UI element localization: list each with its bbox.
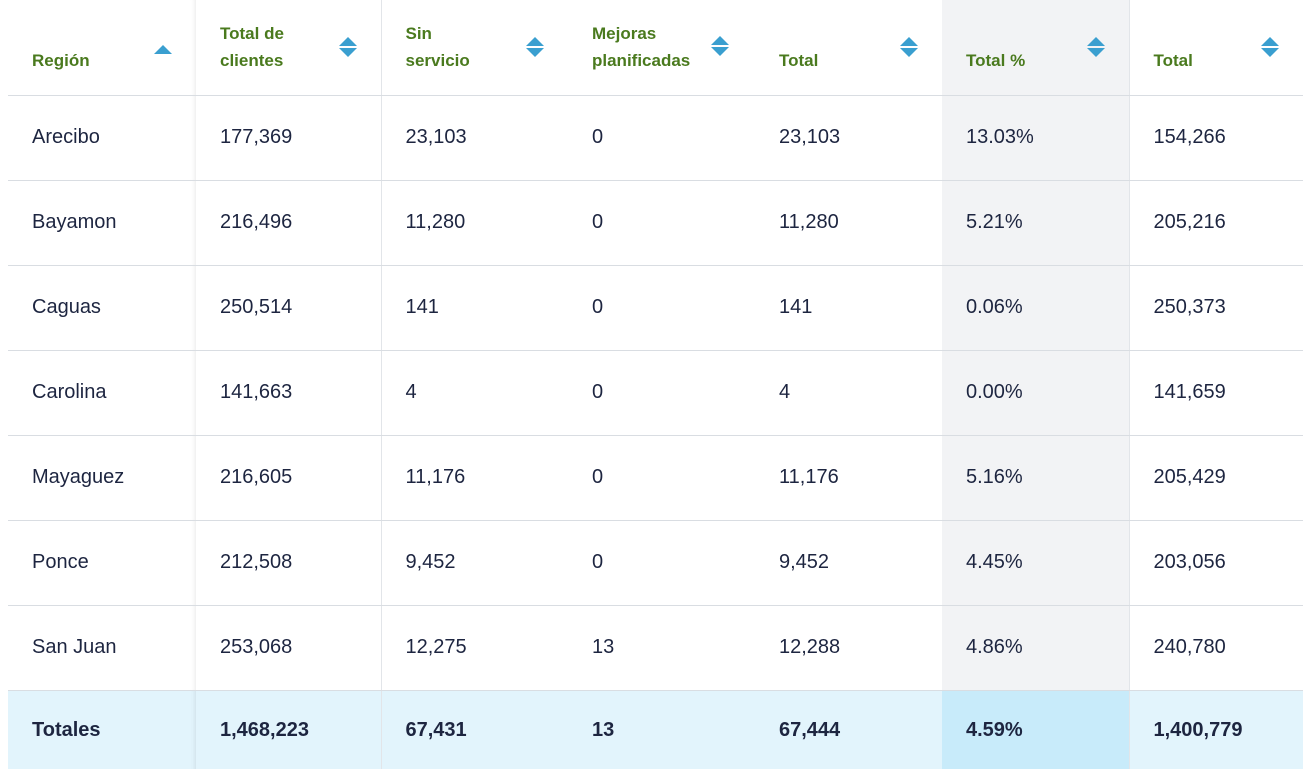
cell-total-remaining: 205,216 bbox=[1128, 180, 1303, 266]
column-header-total-percent[interactable]: Total % bbox=[942, 0, 1129, 96]
table-body: Arecibo 177,369 23,103 0 23,103 13.03% 1… bbox=[8, 95, 1303, 769]
table-row: Caguas 250,514 141 0 141 0.06% 250,373 bbox=[8, 265, 1303, 351]
cell-total-percent: 4.45% bbox=[942, 520, 1129, 606]
sort-icon[interactable] bbox=[526, 37, 544, 58]
column-header-total-remaining[interactable]: Total bbox=[1128, 0, 1303, 96]
cell-clients: 177,369 bbox=[196, 95, 381, 181]
table-row: Ponce 212,508 9,452 0 9,452 4.45% 203,05… bbox=[8, 520, 1303, 606]
column-header-total-clients[interactable]: Total de clientes bbox=[196, 0, 381, 96]
cell-total: 11,176 bbox=[755, 435, 942, 521]
cell-no-service: 11,176 bbox=[380, 435, 568, 521]
cell-no-service: 12,275 bbox=[380, 605, 568, 691]
cell-total: 12,288 bbox=[755, 605, 942, 691]
column-header-no-service[interactable]: Sin servicio bbox=[380, 0, 568, 96]
cell-total: 67,444 bbox=[755, 690, 942, 769]
cell-region: Carolina bbox=[8, 350, 196, 436]
sort-icon[interactable] bbox=[1261, 37, 1279, 58]
totals-row: Totales 1,468,223 67,431 13 67,444 4.59%… bbox=[8, 690, 1303, 769]
cell-planned: 0 bbox=[568, 180, 755, 266]
cell-planned: 0 bbox=[568, 350, 755, 436]
cell-region: San Juan bbox=[8, 605, 196, 691]
cell-clients: 250,514 bbox=[196, 265, 381, 351]
cell-total-remaining: 154,266 bbox=[1128, 95, 1303, 181]
column-label: Total % bbox=[966, 50, 1026, 70]
cell-planned: 0 bbox=[568, 435, 755, 521]
column-header-planned-improvements[interactable]: Mejoras planificadas bbox=[568, 0, 755, 96]
cell-planned: 13 bbox=[568, 690, 755, 769]
column-label: Mejoras planificadas bbox=[592, 24, 691, 71]
cell-clients: 141,663 bbox=[196, 350, 381, 436]
cell-region: Caguas bbox=[8, 265, 196, 351]
sort-icon[interactable] bbox=[900, 37, 918, 58]
column-label: Total de clientes bbox=[220, 24, 284, 71]
column-label: Sin servicio bbox=[405, 24, 470, 71]
cell-no-service: 67,431 bbox=[380, 690, 568, 769]
sort-ascending-icon[interactable] bbox=[154, 44, 172, 54]
cell-clients: 212,508 bbox=[196, 520, 381, 606]
table-row: Arecibo 177,369 23,103 0 23,103 13.03% 1… bbox=[8, 95, 1303, 181]
cell-total-percent: 4.86% bbox=[942, 605, 1129, 691]
cell-total: 4 bbox=[755, 350, 942, 436]
cell-planned: 0 bbox=[568, 95, 755, 181]
column-label: Región bbox=[32, 50, 90, 70]
cell-total-percent: 4.59% bbox=[942, 690, 1129, 769]
sort-icon[interactable] bbox=[338, 37, 357, 58]
cell-clients: 253,068 bbox=[196, 605, 381, 691]
cell-total: 9,452 bbox=[755, 520, 942, 606]
table-row: Bayamon 216,496 11,280 0 11,280 5.21% 20… bbox=[8, 180, 1303, 266]
cell-total: 141 bbox=[755, 265, 942, 351]
cell-total-percent: 5.21% bbox=[942, 180, 1129, 266]
cell-no-service: 23,103 bbox=[380, 95, 568, 181]
cell-total-remaining: 141,659 bbox=[1128, 350, 1303, 436]
column-header-region[interactable]: Región bbox=[8, 0, 196, 96]
table-row: Carolina 141,663 4 0 4 0.00% 141,659 bbox=[8, 350, 1303, 436]
header-row: Región Total de clientes Sin servicio Me… bbox=[8, 0, 1303, 96]
cell-total: 23,103 bbox=[755, 95, 942, 181]
cell-total-remaining: 205,429 bbox=[1128, 435, 1303, 521]
cell-clients: 216,605 bbox=[196, 435, 381, 521]
cell-planned: 0 bbox=[568, 520, 755, 606]
cell-total-remaining: 240,780 bbox=[1128, 605, 1303, 691]
cell-total: 11,280 bbox=[755, 180, 942, 266]
cell-region: Mayaguez bbox=[8, 435, 196, 521]
cell-planned: 13 bbox=[568, 605, 755, 691]
table-header: Región Total de clientes Sin servicio Me… bbox=[8, 0, 1303, 96]
cell-clients: 1,468,223 bbox=[196, 690, 381, 769]
cell-region: Bayamon bbox=[8, 180, 196, 266]
cell-clients: 216,496 bbox=[196, 180, 381, 266]
cell-planned: 0 bbox=[568, 265, 755, 351]
column-label: Total bbox=[1153, 50, 1193, 70]
cell-no-service: 11,280 bbox=[380, 180, 568, 266]
table-row: San Juan 253,068 12,275 13 12,288 4.86% … bbox=[8, 605, 1303, 691]
cell-no-service: 4 bbox=[380, 350, 568, 436]
table-row: Mayaguez 216,605 11,176 0 11,176 5.16% 2… bbox=[8, 435, 1303, 521]
cell-total-percent: 5.16% bbox=[942, 435, 1129, 521]
sort-icon[interactable] bbox=[711, 36, 729, 57]
region-table: Región Total de clientes Sin servicio Me… bbox=[8, 0, 1303, 769]
cell-total-remaining: 203,056 bbox=[1128, 520, 1303, 606]
column-header-total[interactable]: Total bbox=[755, 0, 942, 96]
sort-icon[interactable] bbox=[1086, 37, 1105, 58]
cell-no-service: 9,452 bbox=[380, 520, 568, 606]
cell-total-percent: 13.03% bbox=[942, 95, 1129, 181]
column-label: Total bbox=[779, 50, 819, 70]
cell-total-remaining: 1,400,779 bbox=[1128, 690, 1303, 769]
cell-total-percent: 0.06% bbox=[942, 265, 1129, 351]
cell-total-percent: 0.00% bbox=[942, 350, 1129, 436]
cell-no-service: 141 bbox=[380, 265, 568, 351]
cell-region: Ponce bbox=[8, 520, 196, 606]
cell-total-remaining: 250,373 bbox=[1128, 265, 1303, 351]
cell-region: Arecibo bbox=[8, 95, 196, 181]
cell-totals-label: Totales bbox=[8, 690, 196, 769]
